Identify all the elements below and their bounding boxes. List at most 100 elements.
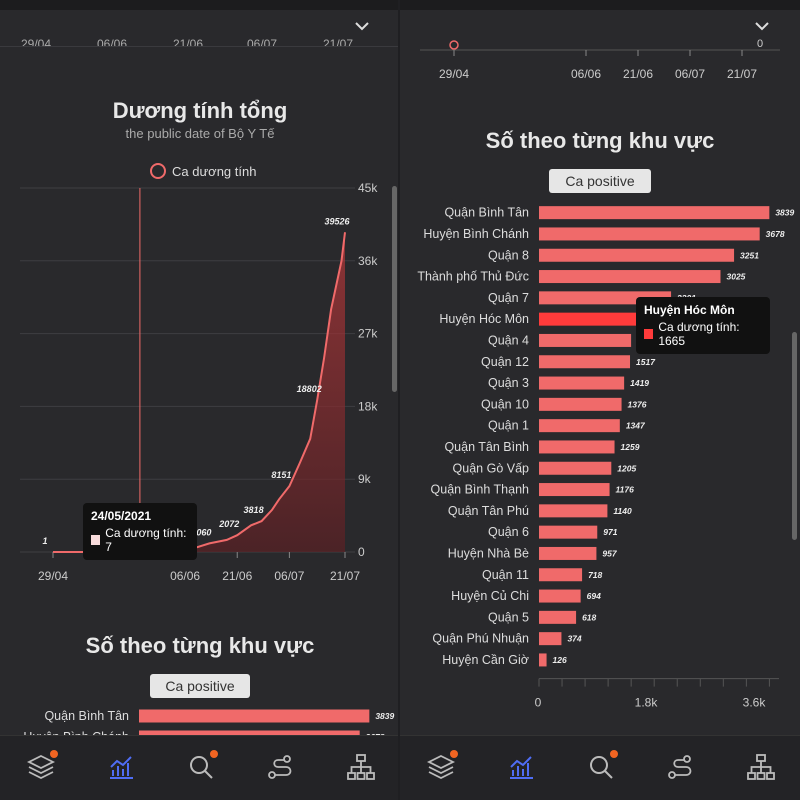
- data-label: 1: [42, 536, 47, 546]
- x-tick-label: 0: [535, 696, 542, 710]
- legend-pill[interactable]: Ca positive: [549, 169, 651, 193]
- legend-pill[interactable]: Ca positive: [150, 674, 250, 698]
- route-icon[interactable]: [266, 752, 296, 782]
- bar: [539, 376, 625, 390]
- bar-value-label: 1517: [636, 357, 656, 367]
- bar-category-label: Quận Phú Nhuận: [432, 632, 529, 646]
- route-icon[interactable]: [666, 752, 696, 782]
- bar-value-label: 971: [603, 527, 617, 537]
- bar: [539, 440, 615, 454]
- bar-value-label: 3839: [375, 711, 394, 721]
- y-tick-label: 0: [358, 545, 365, 559]
- bar-chart[interactable]: 0 1.8k 3.6k Quận Bình Tân 3839 Huyện Bình Chá…: [400, 196, 800, 716]
- bar: [539, 589, 581, 603]
- bar-category-label: Huyện Nhà Bè: [448, 546, 529, 560]
- legend-circle-icon: [150, 163, 166, 179]
- bar-value-label: 694: [587, 591, 601, 601]
- data-label: 1060: [191, 527, 211, 537]
- scrollbar[interactable]: [792, 332, 797, 540]
- data-label: 18802: [297, 384, 322, 394]
- bar-value-label: 1376: [628, 399, 647, 409]
- bar: [539, 525, 598, 539]
- left-panel: 29/04 06/06 21/06 06/07 21/07 Dương tính tổn…: [0, 0, 400, 800]
- tooltip-label: Ca dương tính: 1665: [658, 320, 740, 348]
- tooltip-title: Huyện Hóc Môn: [644, 303, 735, 317]
- sitemap-icon[interactable]: [746, 752, 776, 782]
- tooltip-label: Ca dương tính: 7: [105, 526, 187, 554]
- x-tick-label: 3.6k: [743, 696, 767, 710]
- chart-icon[interactable]: [106, 752, 136, 782]
- bar-value-label: 618: [582, 612, 596, 622]
- y-tick-label: 36k: [358, 254, 378, 268]
- bottom-nav: [400, 735, 800, 800]
- chevron-down-icon[interactable]: [752, 16, 772, 36]
- x-tick-label: 21/06: [222, 569, 252, 583]
- bar-category-label: Quận 11: [482, 568, 529, 582]
- bar: [539, 461, 612, 475]
- top-tick-label: 06/06: [97, 37, 127, 46]
- scrollbar[interactable]: [392, 186, 397, 392]
- search-icon[interactable]: [586, 750, 618, 782]
- bar-category-label: Huyện Củ Chi: [451, 589, 529, 603]
- layers-icon[interactable]: [426, 750, 458, 782]
- bottom-nav: [0, 735, 400, 800]
- chevron-down-icon[interactable]: [352, 16, 372, 36]
- section-title: Số theo từng khu vực: [485, 128, 715, 153]
- data-label: 8151: [271, 470, 291, 480]
- chart-subtitle: the public date of Bộ Y Tế: [125, 126, 275, 141]
- top-tick-label: 29/04: [21, 37, 51, 46]
- data-label: 3818: [244, 505, 264, 515]
- area-fill: [53, 232, 345, 553]
- bar: [539, 355, 631, 369]
- bar: [539, 546, 597, 560]
- bar: [539, 206, 770, 220]
- x-tick-label: 29/04: [439, 67, 469, 81]
- bar-category-label: Quận 3: [488, 376, 529, 390]
- bar-category-label: Quận Bình Tân: [44, 709, 129, 723]
- tooltip-swatch: [644, 329, 654, 339]
- bar: [539, 397, 622, 411]
- x-tick-label: 21/06: [623, 67, 653, 81]
- layers-icon[interactable]: [26, 750, 58, 782]
- bar-category-label: Quận Bình Thạnh: [431, 483, 530, 497]
- bar-category-label: Quận 6: [488, 525, 529, 539]
- chart-icon[interactable]: [506, 752, 536, 782]
- top-axis-ticks: 29/04 06/06 21/06 06/07 21/07: [21, 37, 353, 46]
- bar-category-label: Quận 4: [488, 333, 529, 347]
- x-tick-label: 21/07: [330, 569, 360, 583]
- chart-legend[interactable]: Ca dương tính: [150, 163, 256, 179]
- x-tick-label: 29/04: [38, 569, 68, 583]
- bar-value-label: 1176: [616, 485, 635, 495]
- bar-value-label: 1205: [617, 463, 636, 473]
- bar: [539, 632, 562, 646]
- bar-value-label: 1140: [613, 506, 632, 516]
- data-label: 39526: [324, 216, 350, 226]
- bar-category-label: Huyện Cần Giờ: [442, 653, 529, 667]
- x-tick-label: 1.8k: [635, 696, 659, 710]
- top-bar: [0, 0, 400, 10]
- sitemap-icon[interactable]: [346, 752, 376, 782]
- y-tick-label: 45k: [358, 181, 378, 195]
- bar-category-label: Huyện Bình Chánh: [423, 227, 529, 241]
- bar-category-label: Quận Tân Bình: [444, 440, 529, 454]
- bar-tooltip: Huyện Hóc Môn Ca dương tính: 1665: [636, 297, 770, 354]
- bar: [539, 270, 721, 284]
- x-tick-label: 21/07: [727, 67, 757, 81]
- y-tick-label: 27k: [358, 327, 378, 341]
- bar: [539, 568, 583, 582]
- top-axis: 29/04 06/06 21/06 06/07 21/07: [420, 40, 780, 81]
- area-chart[interactable]: 0 9k 18k 27k 36k 45k 29/04 06/06 21/06 06/07 21/07…: [0, 170, 400, 590]
- search-icon[interactable]: [186, 750, 218, 782]
- bar: [539, 227, 760, 241]
- y-tick-label: 18k: [358, 399, 378, 413]
- bar: [539, 248, 735, 262]
- bar-value-label: 3678: [766, 229, 785, 239]
- bar-category-label: Quận 7: [488, 291, 529, 305]
- x-tick-label: 06/06: [170, 569, 200, 583]
- bar-category-label: Quận 5: [488, 610, 529, 624]
- y-tick-label: 9k: [358, 472, 372, 486]
- bar-value-label: 3839: [775, 208, 794, 218]
- notification-dot: [210, 750, 218, 758]
- bar-category-label: Quận 10: [481, 397, 529, 411]
- chart-title: Dương tính tổng: [112, 98, 288, 123]
